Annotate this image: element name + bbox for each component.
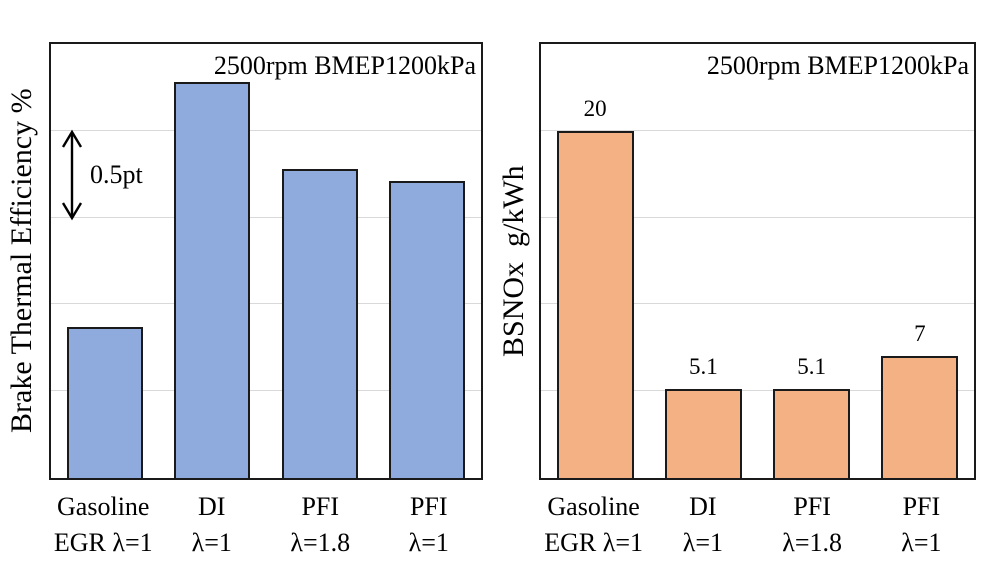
gridline bbox=[51, 216, 481, 218]
bars-container-bsnox: 20 5.1 5.1 7 bbox=[541, 44, 974, 478]
category-label-line: PFI bbox=[902, 492, 941, 521]
category-label-line: DI bbox=[198, 492, 226, 521]
gridline bbox=[51, 129, 481, 131]
plot-area-bsnox: 20 5.1 5.1 7 2500rpm BMEP1200kPa bbox=[539, 42, 976, 480]
category-label-line: DI bbox=[689, 492, 717, 521]
bar-value-label: 7 bbox=[914, 321, 926, 347]
bar-slot: 20 bbox=[541, 44, 649, 478]
bar-slot bbox=[159, 44, 267, 478]
gridlines-bsnox bbox=[541, 44, 974, 478]
bar-bte-2 bbox=[281, 169, 358, 478]
bar-slot bbox=[266, 44, 374, 478]
bar-slot: 7 bbox=[866, 44, 974, 478]
bar-bte-1 bbox=[174, 82, 251, 478]
gridlines-bte bbox=[51, 44, 481, 478]
scale-annotation-text: 0.5pt bbox=[90, 160, 143, 189]
category-label-line: λ=1 bbox=[901, 528, 942, 557]
category-label-line: Gasoline bbox=[57, 492, 150, 521]
category-label: PFI λ=1.8 bbox=[266, 489, 375, 561]
gridline bbox=[541, 303, 974, 305]
category-label-line: PFI bbox=[301, 492, 340, 521]
bar-bsnox-1 bbox=[664, 389, 742, 478]
bar-bsnox-2 bbox=[773, 389, 851, 478]
category-label-line: λ=1 bbox=[191, 528, 232, 557]
category-label-line: λ=1 bbox=[682, 528, 724, 557]
plot-area-bte: 2500rpm BMEP1200kPa 0.5pt bbox=[49, 42, 483, 480]
y-axis-label-bsnox: BSNOx g/kWh bbox=[497, 165, 530, 357]
bar-value-label: 20 bbox=[583, 95, 607, 121]
chart-title-bte: 2500rpm BMEP1200kPa bbox=[213, 51, 476, 80]
category-label: Gasoline EGR λ=1 bbox=[49, 489, 158, 561]
bar-bsnox-3 bbox=[881, 356, 959, 478]
scale-annotation: 0.5pt bbox=[59, 129, 143, 221]
category-label-line: EGR λ=1 bbox=[544, 528, 644, 557]
category-label-line: λ=1.8 bbox=[782, 528, 843, 557]
bar-value-label: 5.1 bbox=[797, 354, 826, 380]
category-label-line: Gasoline bbox=[547, 492, 640, 521]
bar-bte-0 bbox=[66, 326, 143, 478]
category-label: Gasoline EGR λ=1 bbox=[539, 489, 648, 561]
category-label: PFI λ=1.8 bbox=[758, 489, 867, 561]
gridline bbox=[51, 390, 481, 392]
x-axis-labels-bte: Gasoline EGR λ=1 DI λ=1 PFI λ=1.8 PFI λ=1 bbox=[49, 489, 483, 561]
gridline bbox=[541, 129, 974, 131]
bar-slot: 5.1 bbox=[758, 44, 866, 478]
chart-title-bsnox: 2500rpm BMEP1200kPa bbox=[706, 51, 969, 80]
bar-bsnox-0 bbox=[556, 130, 634, 478]
double-headed-arrow-icon bbox=[61, 129, 83, 221]
category-label-line: EGR λ=1 bbox=[53, 528, 153, 557]
y-axis-label-bte: Brake Thermal Efficiency % bbox=[5, 88, 38, 434]
category-label: PFI λ=1 bbox=[867, 489, 976, 561]
category-label-line: λ=1.8 bbox=[290, 528, 351, 557]
category-label: DI λ=1 bbox=[158, 489, 267, 561]
bar-slot bbox=[51, 44, 159, 478]
gridline bbox=[541, 216, 974, 218]
bars-container-bte bbox=[51, 44, 481, 478]
category-label-line: λ=1 bbox=[408, 528, 449, 557]
bar-slot bbox=[374, 44, 482, 478]
gridline bbox=[51, 303, 481, 305]
x-axis-labels-bsnox: Gasoline EGR λ=1 DI λ=1 PFI λ=1.8 PFI λ=1 bbox=[539, 489, 976, 561]
bar-value-label: 5.1 bbox=[689, 354, 718, 380]
bar-slot: 5.1 bbox=[649, 44, 757, 478]
category-label-line: PFI bbox=[409, 492, 448, 521]
category-label: DI λ=1 bbox=[648, 489, 757, 561]
bar-bte-3 bbox=[389, 181, 466, 478]
category-label-line: PFI bbox=[793, 492, 831, 521]
gridline bbox=[541, 390, 974, 392]
category-label: PFI λ=1 bbox=[375, 489, 484, 561]
